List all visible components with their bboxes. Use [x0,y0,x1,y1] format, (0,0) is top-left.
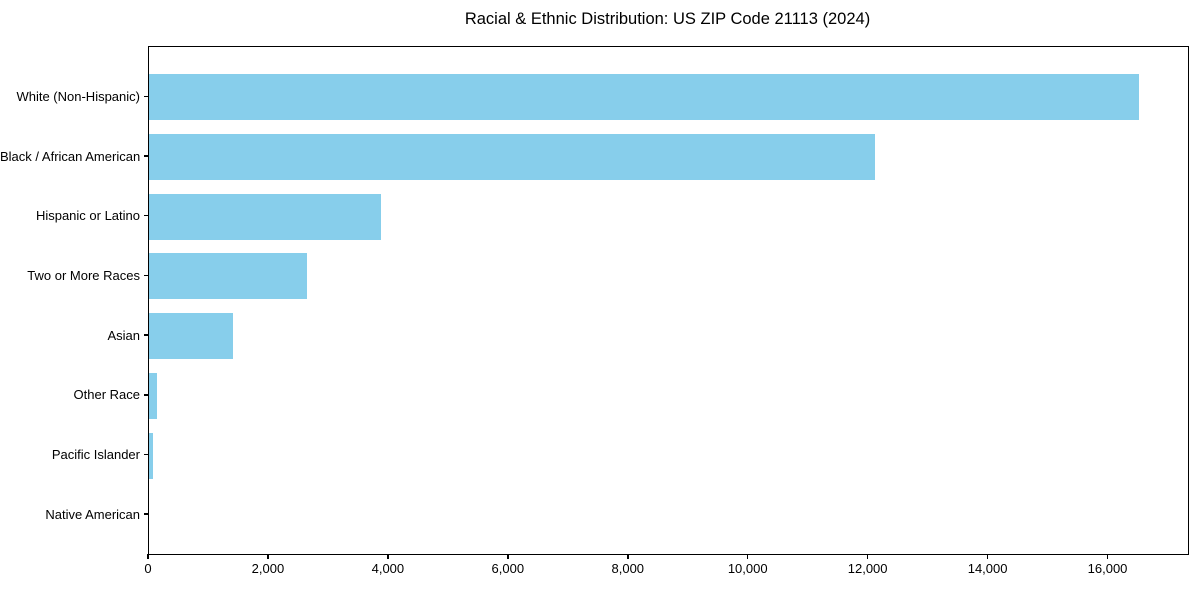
xtick-label-0: 0 [144,561,152,576]
xtick-mark [986,554,989,559]
xtick-mark [147,554,149,559]
chart-title: Racial & Ethnic Distribution: US ZIP Cod… [464,10,871,28]
ytick-mark [143,274,148,277]
xtick-label-12000: 12,000 [847,561,888,576]
ytick-mark [143,214,148,217]
xtick-mark [267,554,269,559]
ytick-label-white-non-hispanic: White (Non-Hispanic) [16,88,140,104]
ytick-mark [143,453,148,456]
xtick-label-14000: 14,000 [967,561,1008,576]
ytick-label-hispanic-or-latino: Hispanic or Latino [35,208,140,224]
ytick-label-pacific-islander: Pacific Islander [51,447,140,462]
ytick-label-other-race: Other Race [73,387,140,403]
ytick-mark [143,394,148,396]
bar-asian [149,313,233,360]
bar-hispanic-or-latino [149,193,382,240]
ytick-mark [143,95,148,98]
ytick-mark [143,155,148,157]
xtick-label-10000: 10,000 [727,561,768,576]
ytick-mark [143,334,148,336]
bar-pacific-islander [149,432,153,479]
plot-area [148,46,1189,555]
bar-white-non-hispanic [149,74,1139,121]
bar-other-race [149,372,157,419]
ytick-label-two-or-more-races: Two or More Races [27,267,140,283]
xtick-label-6000: 6,000 [491,561,525,576]
xtick-label-2000: 2,000 [251,561,285,576]
ytick-mark [143,513,148,515]
xtick-mark [627,554,629,559]
bar-black-african-american [149,134,875,180]
xtick-label-8000: 8,000 [611,561,645,576]
xtick-mark [866,554,869,559]
ytick-label-native-american: Native American [45,506,140,522]
ytick-label-black-african-american: Black / African American [0,148,141,164]
ytick-label-asian: Asian [107,327,140,343]
xtick-mark [1106,554,1109,559]
xtick-label-16000: 16,000 [1087,561,1128,576]
bar-two-or-more-races [149,253,307,300]
xtick-mark [507,554,509,559]
xtick-mark [746,554,749,559]
xtick-mark [387,554,389,559]
xtick-label-4000: 4,000 [371,561,405,576]
